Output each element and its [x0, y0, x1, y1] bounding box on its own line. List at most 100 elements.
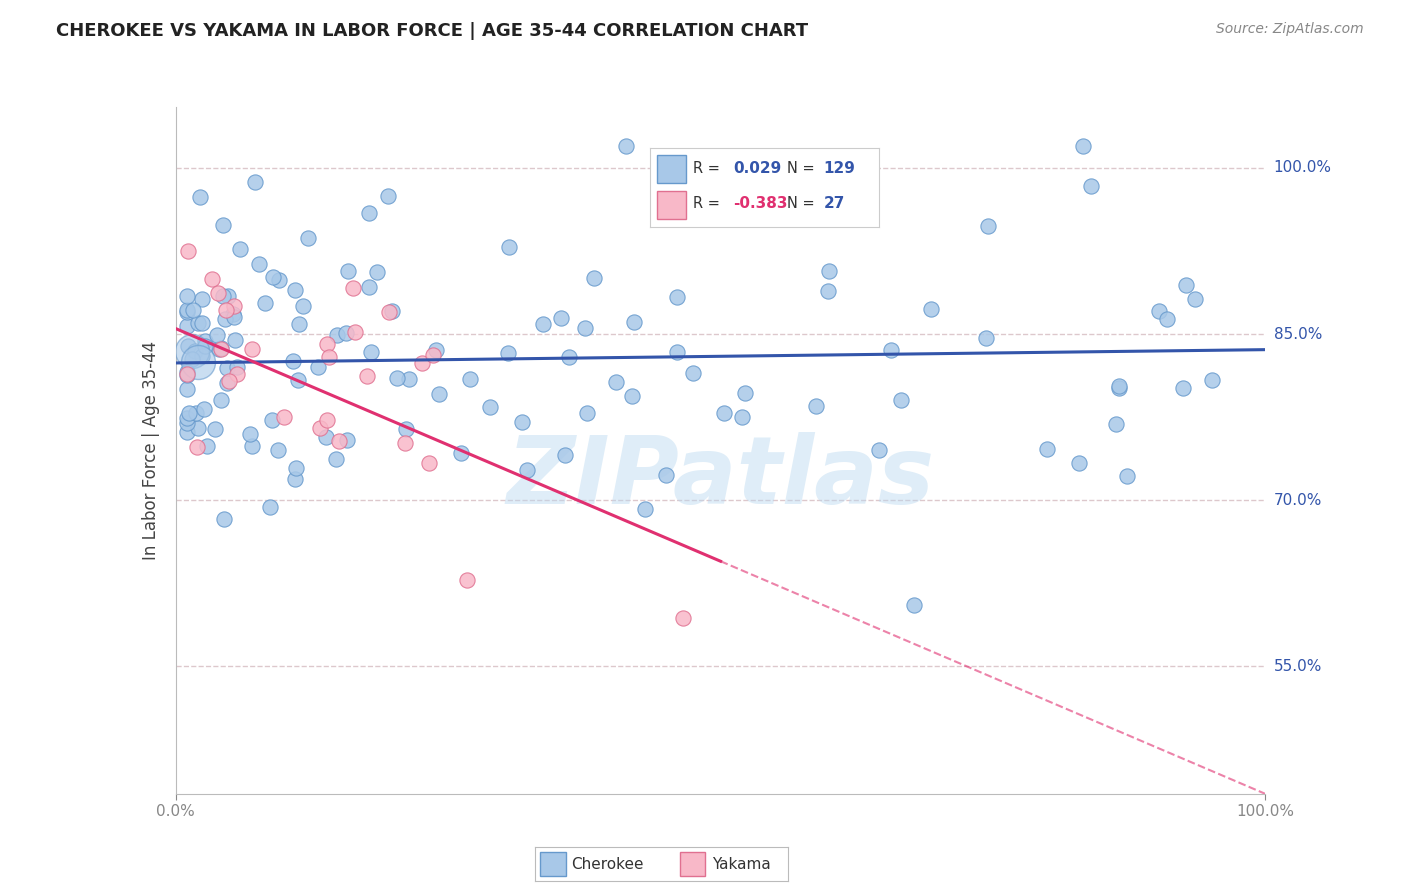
Point	[229, 243, 252, 257]
Point	[1108, 378, 1130, 392]
Point	[184, 406, 207, 420]
Text: 70.0%: 70.0%	[1274, 492, 1322, 508]
Point	[868, 443, 890, 458]
Point	[176, 416, 198, 430]
Text: R =: R =	[693, 196, 724, 211]
Point	[554, 448, 576, 462]
Point	[245, 176, 267, 190]
Point	[316, 337, 339, 351]
Point	[1156, 312, 1178, 326]
Point	[359, 206, 381, 220]
Text: N =: N =	[787, 196, 820, 211]
Point	[262, 270, 284, 285]
Point	[1104, 417, 1126, 432]
Point	[1115, 469, 1137, 483]
Point	[187, 421, 209, 435]
Point	[176, 319, 198, 334]
Point	[222, 299, 245, 313]
Point	[478, 401, 501, 415]
Point	[496, 346, 519, 360]
Point	[328, 434, 350, 448]
Point	[516, 463, 538, 477]
Point	[191, 349, 214, 363]
Point	[247, 257, 270, 271]
Point	[201, 272, 224, 286]
Point	[817, 264, 839, 278]
Point	[1184, 292, 1206, 306]
Text: 100.0%: 100.0%	[1274, 161, 1331, 176]
Point	[212, 219, 235, 233]
Point	[184, 343, 207, 358]
Point	[209, 392, 232, 407]
Point	[208, 342, 231, 356]
Point	[326, 327, 349, 342]
Point	[195, 439, 218, 453]
Point	[531, 317, 554, 331]
Point	[575, 406, 598, 420]
Point	[343, 325, 366, 339]
Point	[1080, 178, 1102, 193]
Point	[176, 368, 198, 382]
Point	[377, 188, 399, 202]
Point	[176, 367, 198, 381]
Point	[297, 231, 319, 245]
Point	[212, 289, 235, 303]
Point	[207, 286, 229, 301]
Point	[336, 434, 359, 448]
Point	[240, 439, 263, 453]
Point	[422, 348, 444, 362]
FancyBboxPatch shape	[657, 191, 686, 219]
Point	[176, 305, 198, 319]
Point	[582, 270, 605, 285]
Point	[176, 244, 198, 258]
Point	[176, 425, 198, 439]
Point	[360, 344, 382, 359]
Point	[336, 263, 359, 277]
Point	[267, 443, 290, 458]
Text: 27: 27	[824, 196, 845, 211]
Point	[273, 409, 295, 424]
Point	[666, 344, 689, 359]
Point	[259, 500, 281, 514]
Point	[734, 385, 756, 400]
Point	[395, 422, 418, 436]
Point	[214, 311, 236, 326]
Point	[550, 311, 572, 326]
Point	[181, 343, 204, 358]
Text: 129: 129	[824, 161, 855, 176]
Text: Source: ZipAtlas.com: Source: ZipAtlas.com	[1216, 22, 1364, 37]
Text: R =: R =	[693, 161, 724, 176]
Point	[804, 400, 827, 414]
FancyBboxPatch shape	[679, 853, 704, 876]
Point	[177, 339, 200, 353]
Y-axis label: In Labor Force | Age 35-44: In Labor Force | Age 35-44	[142, 341, 160, 560]
Point	[284, 472, 307, 486]
Point	[194, 339, 217, 353]
Point	[1067, 456, 1090, 470]
Point	[342, 281, 364, 295]
Point	[309, 421, 332, 435]
Point	[218, 374, 240, 388]
Point	[335, 326, 357, 340]
Point	[450, 445, 472, 459]
Text: 0.029: 0.029	[734, 161, 782, 176]
Point	[574, 321, 596, 335]
Point	[176, 411, 198, 425]
Point	[357, 279, 380, 293]
Point	[356, 369, 378, 384]
Point	[456, 573, 478, 587]
Point	[176, 288, 198, 302]
Text: Cherokee: Cherokee	[571, 857, 644, 871]
Point	[239, 426, 262, 441]
Point	[378, 304, 401, 318]
Point	[260, 413, 283, 427]
Point	[605, 375, 627, 389]
Point	[222, 310, 245, 324]
Point	[254, 296, 277, 310]
Point	[217, 376, 239, 390]
Point	[176, 365, 198, 379]
Point	[180, 352, 202, 367]
Point	[672, 611, 695, 625]
Point	[242, 342, 264, 356]
Point	[903, 599, 925, 613]
